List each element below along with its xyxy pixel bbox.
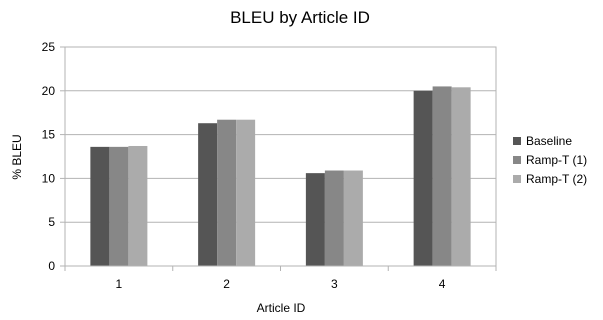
legend-swatch bbox=[513, 175, 521, 183]
y-tick-label: 20 bbox=[42, 84, 56, 98]
x-tick-label: 3 bbox=[331, 277, 338, 291]
bar-baseline-2 bbox=[198, 123, 218, 266]
chart-title: BLEU by Article ID bbox=[230, 8, 370, 27]
y-axis-label: % BLEU bbox=[10, 134, 24, 179]
legend-swatch bbox=[513, 156, 521, 164]
bar-ramp-t-2-4 bbox=[451, 87, 471, 267]
bar-baseline-4 bbox=[413, 90, 433, 266]
x-axis-label: Article ID bbox=[257, 301, 306, 315]
bar-ramp-t-1-1 bbox=[109, 146, 129, 266]
y-tick-label: 15 bbox=[42, 128, 56, 142]
bar-baseline-3 bbox=[305, 173, 325, 266]
x-tick-label: 1 bbox=[116, 277, 123, 291]
legend-label: Ramp-T (2) bbox=[526, 172, 587, 186]
bar-ramp-t-1-2 bbox=[217, 119, 237, 266]
x-tick-marks bbox=[64, 266, 497, 271]
bar-ramp-t-1-3 bbox=[324, 170, 344, 266]
y-tick-label: 0 bbox=[48, 259, 55, 273]
legend-swatch bbox=[513, 137, 521, 145]
y-tick-label: 5 bbox=[48, 215, 55, 229]
bar-ramp-t-2-1 bbox=[128, 145, 148, 266]
legend: Baseline Ramp-T (1) Ramp-T (2) bbox=[513, 134, 587, 186]
x-tick-labels: 1 2 3 4 bbox=[116, 277, 446, 291]
bar-ramp-t-1-4 bbox=[432, 86, 452, 266]
legend-label: Ramp-T (1) bbox=[526, 153, 587, 167]
legend-label: Baseline bbox=[526, 134, 572, 148]
x-tick-label: 2 bbox=[223, 277, 230, 291]
bar-baseline-1 bbox=[90, 146, 110, 266]
x-tick-label: 4 bbox=[439, 277, 446, 291]
y-tick-label: 25 bbox=[42, 40, 56, 54]
bar-ramp-t-2-3 bbox=[343, 170, 363, 266]
bars bbox=[90, 86, 471, 267]
bar-ramp-t-2-2 bbox=[236, 119, 256, 266]
y-tick-label: 10 bbox=[42, 171, 56, 185]
y-tick-labels: 0 5 10 15 20 25 bbox=[42, 40, 56, 273]
